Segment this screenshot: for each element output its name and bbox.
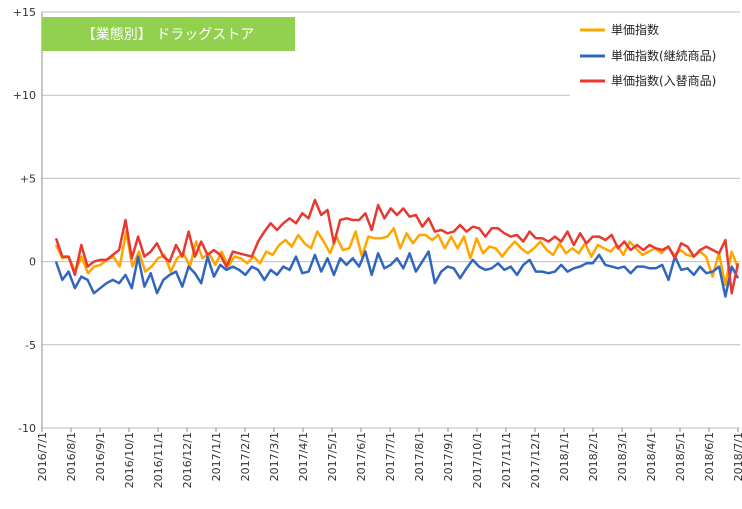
legend-label-continuing-items: 単価指数(継続商品) <box>611 48 716 63</box>
chart-title: 【業態別】 ドラッグストア <box>82 27 254 43</box>
y-tick-labels: +15 +10 +5 0 -5 -10 <box>13 6 36 435</box>
x-tick-label: 2016/12/1 <box>181 432 194 488</box>
series-line-0 <box>54 227 740 287</box>
x-tick-label: 2016/7/1 <box>36 432 49 481</box>
y-tick-label: +5 <box>20 172 36 185</box>
x-tick-label: 2017/5/1 <box>326 432 339 481</box>
x-tick-label: 2018/5/1 <box>674 432 687 481</box>
y-tick-label: 0 <box>29 256 36 269</box>
x-tick-label: 2018/3/1 <box>616 432 629 481</box>
legend: 単価指数 単価指数(継続商品) 単価指数(入替商品) <box>570 14 740 100</box>
x-tick-label: 2017/9/1 <box>442 432 455 481</box>
y-tick-label: -10 <box>18 422 36 435</box>
x-tick-label: 2018/1/1 <box>558 432 571 481</box>
series-line-1 <box>54 250 740 298</box>
legend-label-unit-price: 単価指数 <box>611 22 659 37</box>
x-tick-label: 2017/1/1 <box>210 432 223 481</box>
chart-title-box: 【業態別】 ドラッグストア <box>42 17 295 51</box>
x-tick-label: 2016/8/1 <box>65 432 78 481</box>
x-tick-label: 2018/6/1 <box>703 432 716 481</box>
x-tick-label: 2017/3/1 <box>268 432 281 481</box>
x-tick-label: 2017/7/1 <box>384 432 397 481</box>
y-tick-label: +10 <box>13 89 36 102</box>
x-tick-label: 2016/10/1 <box>123 432 136 488</box>
x-tick-label: 2017/10/1 <box>471 432 484 488</box>
x-tick-label: 2016/9/1 <box>94 432 107 481</box>
x-tick-labels: 2016/7/1 2016/8/1 2016/9/1 2016/10/1 2016/11… <box>36 428 742 488</box>
x-tick-label: 2017/12/1 <box>529 432 542 488</box>
y-tick-label: +15 <box>13 6 36 19</box>
x-tick-label: 2017/2/1 <box>239 432 252 481</box>
x-tick-label: 2018/2/1 <box>587 432 600 481</box>
x-tick-label: 2016/11/1 <box>152 432 165 488</box>
legend-label-replaced-items: 単価指数(入替商品) <box>611 73 716 88</box>
x-tick-label: 2017/8/1 <box>413 432 426 481</box>
x-tick-label: 2018/4/1 <box>645 432 658 481</box>
x-tick-label: 2017/6/1 <box>355 432 368 481</box>
chart-title-background <box>42 17 295 51</box>
x-tick-label: 2018/7/1 <box>732 432 742 481</box>
series-lines <box>54 198 740 298</box>
y-tick-label: -5 <box>25 339 36 352</box>
x-tick-label: 2017/11/1 <box>500 432 513 488</box>
series-line-2 <box>54 198 740 295</box>
x-tick-label: 2017/4/1 <box>297 432 310 481</box>
